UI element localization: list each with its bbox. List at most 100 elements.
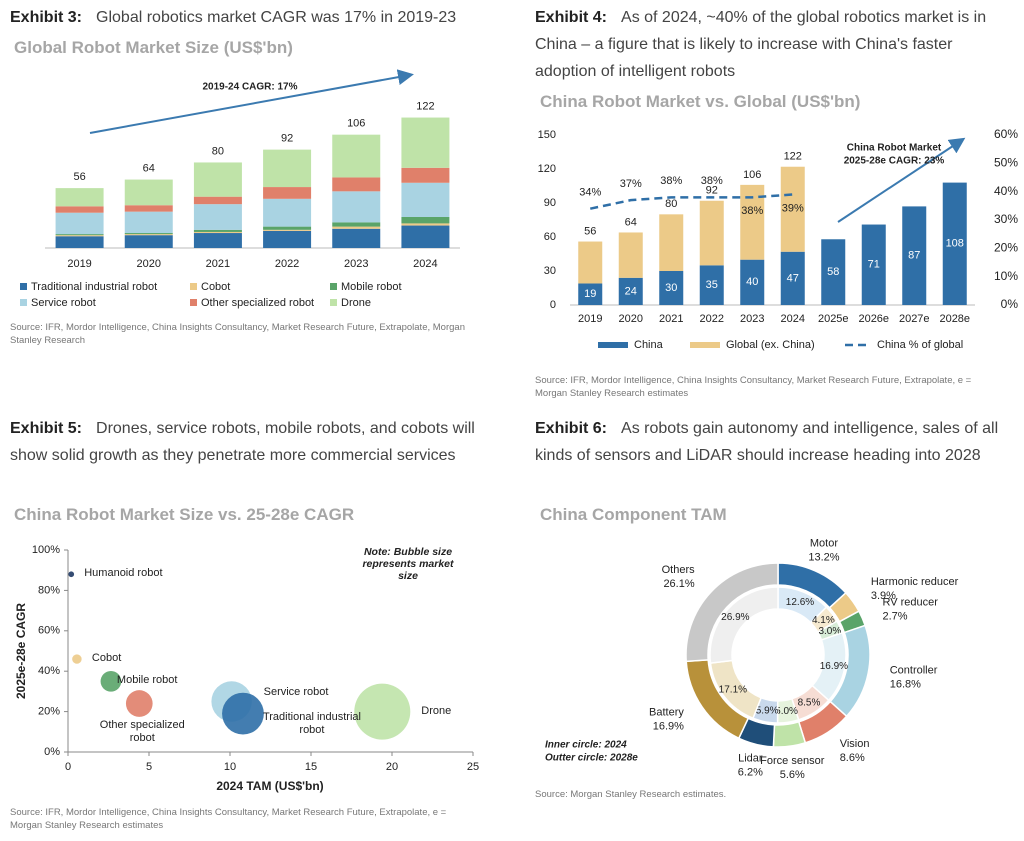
total-label: 92 — [281, 133, 293, 145]
bar-segment — [193, 204, 242, 230]
bar-segment — [124, 179, 173, 206]
bar-segment — [193, 231, 242, 234]
legend-label: Cobot — [201, 281, 230, 293]
bubble-label: Drone — [421, 704, 452, 717]
bar-segment — [263, 149, 312, 188]
bar-segment — [263, 187, 312, 199]
y2-tick-label: 40% — [994, 184, 1018, 198]
bar — [780, 166, 805, 252]
line-value-label: 37% — [620, 178, 642, 190]
x-tick-label: 5 — [146, 761, 152, 773]
segment-value: 26.1% — [663, 578, 694, 590]
bar-value-label: 47 — [787, 272, 799, 284]
x-tick-label: 20 — [386, 761, 398, 773]
bar-value-label: 24 — [625, 285, 637, 297]
segment-value: 13.2% — [808, 552, 839, 564]
bar — [578, 283, 603, 305]
y-tick-label: 120 — [538, 163, 556, 175]
segment-value: 5.9% — [756, 706, 779, 717]
y-tick-label: 0 — [550, 299, 556, 311]
segment-name: Lidar — [738, 753, 763, 765]
bar-value-label: 87 — [908, 250, 920, 262]
bar-segment — [401, 216, 450, 224]
exhibit-number: Exhibit 3: — [10, 9, 83, 26]
segment-value: 5.6% — [780, 769, 805, 781]
exhibit-header: Exhibit 4: As of 2024, ~40% of the global… — [535, 4, 1005, 85]
inner-segment — [709, 586, 779, 664]
bubble-label: Other specialized robot — [99, 718, 185, 744]
bubble-label: Humanoid robot — [84, 567, 163, 580]
segment-value: 16.9% — [820, 661, 848, 672]
legend-swatch — [330, 283, 337, 290]
segment-value: 2.7% — [882, 610, 907, 622]
y-tick-label: 0% — [44, 746, 60, 758]
bar-segment — [332, 191, 381, 223]
bar — [821, 239, 846, 305]
segment-value: 3.0% — [818, 626, 841, 637]
y-axis-title: 2025e-28e CAGR — [14, 603, 28, 699]
y2-tick-label: 50% — [994, 156, 1018, 170]
y-tick-label: 100% — [32, 544, 60, 556]
total-label: 122 — [784, 151, 802, 163]
cagr-arrow — [837, 137, 966, 223]
y2-tick-label: 30% — [994, 212, 1018, 226]
x-tick-label: 2024 — [781, 313, 805, 325]
exhibit-number: Exhibit 6: — [535, 420, 608, 437]
legend-label: Other specialized robot — [201, 297, 314, 309]
bar — [618, 277, 643, 305]
exhibit-caption: As robots gain autonomy and intelligence… — [535, 420, 999, 464]
bar-segment — [124, 205, 173, 212]
bubble — [68, 571, 75, 578]
segment-name: Others — [662, 564, 696, 576]
line — [589, 193, 793, 210]
chart-title: China Robot Market Size vs. 25-28e CAGR — [14, 505, 355, 524]
x-tick-label: 2023 — [740, 313, 764, 325]
bar — [861, 224, 886, 305]
bar-segment — [401, 167, 450, 183]
segment-name: Harmonic reducer — [871, 576, 959, 588]
chart-title: China Component TAM — [540, 505, 727, 524]
x-tick-label: 2021 — [206, 258, 230, 270]
bar-segment — [332, 226, 381, 229]
legend-label: Mobile robot — [341, 281, 402, 293]
bar — [659, 214, 684, 271]
bar-value-label: 71 — [868, 259, 880, 271]
y-tick-label: 40% — [38, 665, 60, 677]
bar — [699, 265, 724, 305]
bubble — [100, 670, 122, 692]
bubble — [222, 692, 264, 735]
legend-swatch — [190, 299, 197, 306]
bar — [942, 182, 967, 305]
source: Source: Morgan Stanley Research estimate… — [535, 789, 727, 800]
annotation: China Robot Market — [847, 143, 942, 154]
bar-segment — [193, 233, 242, 248]
bar-segment — [55, 188, 104, 207]
legend-swatch — [330, 299, 337, 306]
bar-value-label: 35 — [706, 279, 718, 291]
line-value-label: 39% — [782, 202, 804, 214]
note: size — [398, 570, 418, 582]
bar-segment — [401, 182, 450, 217]
bar-segment — [124, 233, 173, 235]
exhibit-header: Exhibit 5: Drones, service robots, mobile… — [10, 415, 490, 469]
bar-segment — [124, 211, 173, 234]
total-label: 64 — [625, 216, 637, 228]
segment-name: Battery — [649, 706, 684, 718]
bar-segment — [55, 206, 104, 213]
segment-value: 5.0% — [775, 706, 798, 717]
bar-segment — [401, 223, 450, 226]
bar-segment — [55, 234, 104, 236]
segment-name: Motor — [810, 538, 838, 550]
bar-segment — [55, 235, 104, 237]
bar-segment — [55, 236, 104, 248]
bubble — [72, 654, 82, 664]
total-label: 106 — [743, 169, 761, 181]
bar-segment — [263, 198, 312, 227]
x-tick-label: 25 — [467, 761, 479, 773]
total-label: 92 — [706, 185, 718, 197]
bubble — [354, 683, 411, 740]
bubble-label: Mobile robot — [116, 674, 178, 687]
x-tick-label: 2025e — [818, 313, 849, 325]
annotation: 2025-28e CAGR: 23% — [844, 156, 945, 167]
